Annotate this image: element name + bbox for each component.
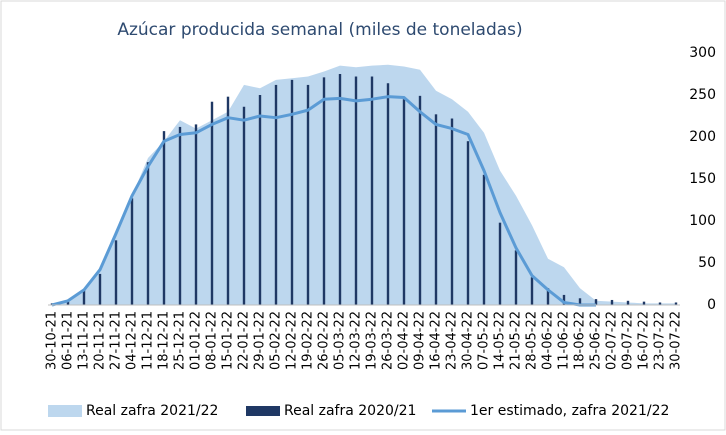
bar [162,131,166,305]
x-tick-label: 04-06-22 [541,311,556,370]
y-tick-label: 300 [689,45,716,61]
bar [258,95,262,305]
bar [498,222,502,305]
x-tick-label: 23-07-22 [653,311,668,370]
x-tick-label: 13-11-21 [77,311,92,370]
x-tick-label: 05-03-22 [333,311,348,370]
x-tick-label: 07-05-22 [477,311,492,370]
bar [530,277,534,305]
bar [354,76,358,306]
x-tick-label: 02-07-22 [605,311,620,370]
x-tick-label: 15-01-22 [221,311,236,370]
x-tick-label: 08-01-22 [205,311,220,370]
x-tick-label: 01-01-22 [189,311,204,370]
bar [114,240,118,305]
x-tick-label: 16-07-22 [637,311,652,370]
bar [562,294,566,305]
x-tick-label: 06-11-21 [61,311,76,370]
x-tick-label: 30-04-22 [461,311,476,370]
x-tick-label: 09-07-22 [621,311,636,370]
bar [82,289,86,305]
legend-label: 1er estimado, zafra 2021/22 [470,403,669,419]
x-tick-label: 22-01-22 [237,311,252,370]
bar [178,126,182,305]
x-tick-label: 27-11-21 [109,311,124,370]
x-tick-label: 25-12-21 [173,311,188,370]
x-tick-label: 23-04-22 [445,311,460,370]
bar [642,301,646,305]
x-tick-label: 18-12-21 [157,311,172,370]
bar [482,174,486,305]
y-tick-label: 0 [707,297,716,313]
x-tick-label: 19-03-22 [365,311,380,370]
x-tick-label: 05-02-22 [269,311,284,370]
bar [450,118,454,306]
bar [594,299,598,305]
x-tick-label: 30-07-22 [669,311,684,370]
bar [578,298,582,305]
bar [434,114,438,305]
x-tick-label: 26-02-22 [317,311,332,370]
x-tick-label: 11-12-21 [141,311,156,370]
bar [306,84,310,305]
x-tick-label: 20-11-21 [93,311,108,370]
bar [226,96,230,306]
legend-swatch [246,406,280,416]
bar [626,300,630,305]
bar [194,124,198,306]
y-tick-label: 150 [689,171,716,187]
bar [322,77,326,305]
x-tick-label: 21-05-22 [509,311,524,370]
bar [242,106,246,305]
x-tick-label: 11-06-22 [557,311,572,370]
bar [658,302,662,305]
x-tick-label: 26-03-22 [381,311,396,370]
y-tick-label: 50 [698,255,716,271]
x-tick-label: 04-12-21 [125,311,140,370]
x-tick-label: 12-03-22 [349,311,364,370]
bar [130,198,134,305]
x-tick-label: 29-01-22 [253,311,268,370]
x-tick-label: 14-05-22 [493,311,508,370]
bar [402,99,406,305]
legend-label: Real zafra 2020/21 [284,403,416,419]
legend-label: Real zafra 2021/22 [86,403,218,419]
line [51,95,596,307]
y-tick-label: 100 [689,213,716,229]
bar [610,299,614,305]
bar [338,74,342,305]
x-tick-label: 12-02-22 [285,311,300,370]
bar [210,101,214,305]
bar [66,300,70,305]
bar [98,273,102,305]
bar [290,79,294,305]
x-tick-label: 02-04-22 [397,311,412,370]
chart-title: Azúcar producida semanal (miles de tonel… [117,20,522,40]
bar [674,302,678,305]
x-tick-label: 09-04-22 [413,311,428,370]
y-tick-label: 200 [689,129,716,145]
x-tick-label: 25-06-22 [589,311,604,370]
x-tick-label: 30-10-21 [45,311,60,370]
x-tick-label: 19-02-22 [301,311,316,370]
x-tick-label: 18-06-22 [573,311,588,370]
bar [146,162,150,305]
bar [386,83,390,306]
bar [466,141,470,305]
bar [370,76,374,306]
y-tick-label: 250 [689,87,716,103]
bar [546,288,550,305]
x-tick-label: 28-05-22 [525,311,540,370]
x-tick-label: 16-04-22 [429,311,444,370]
legend-swatch [48,405,82,417]
bar [514,250,518,305]
bar [274,84,278,305]
bar [418,95,422,305]
